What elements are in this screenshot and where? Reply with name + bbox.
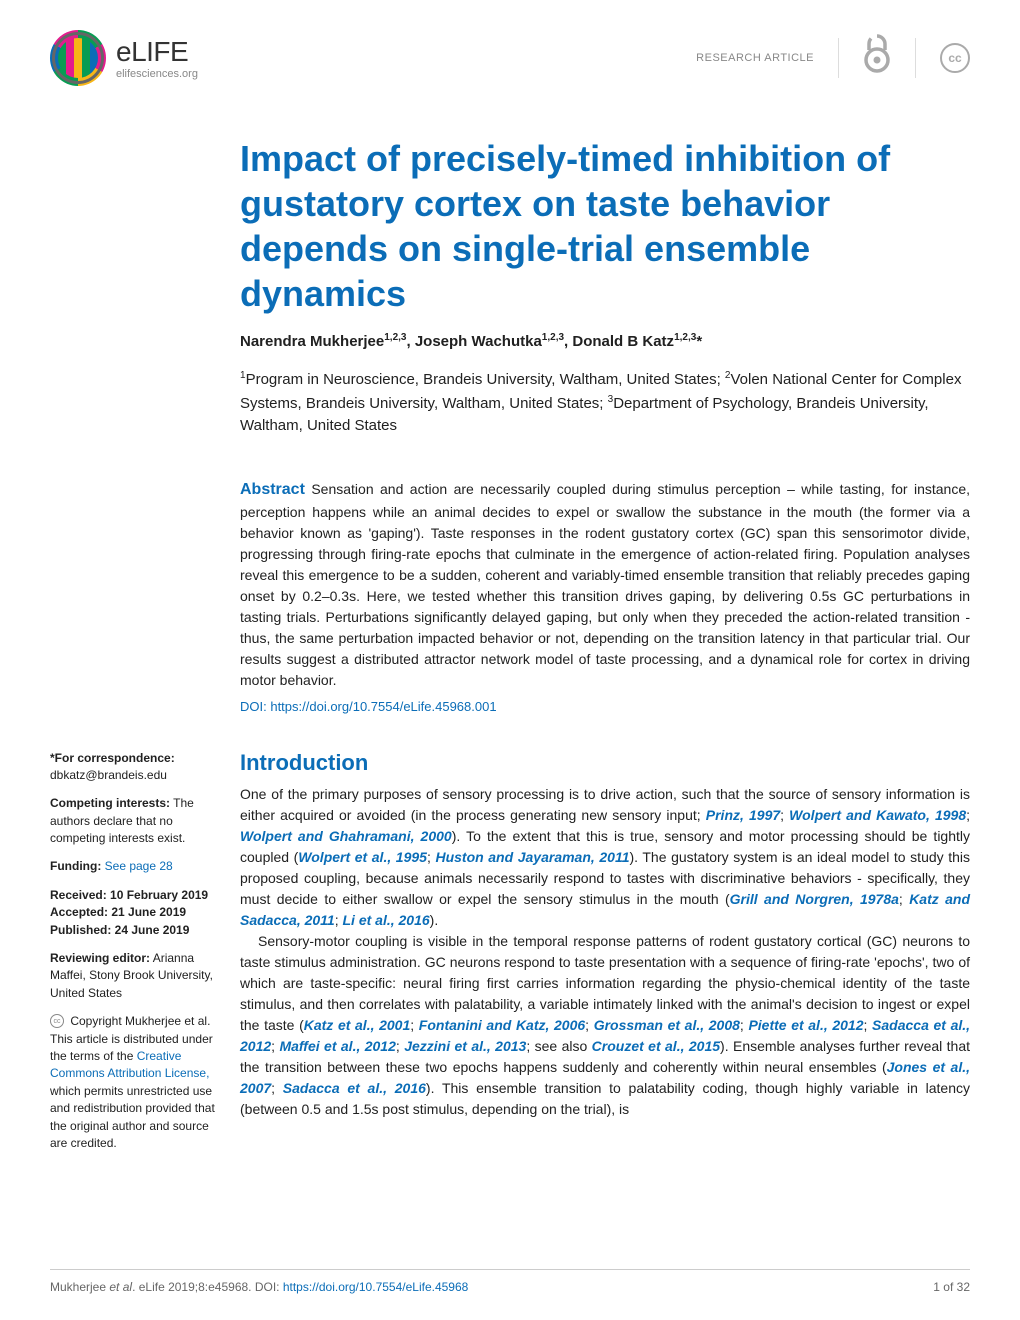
logo-title: eLIFE (116, 36, 198, 68)
copyright-text: Copyright Mukherjee et al. This article … (50, 1014, 213, 1063)
correspondence-email[interactable]: dbkatz@brandeis.edu (50, 768, 167, 782)
competing-label: Competing interests: (50, 796, 170, 810)
intro-paragraph-1: One of the primary purposes of sensory p… (240, 784, 970, 931)
competing-interests: Competing interests: The authors declare… (50, 795, 220, 847)
cc-small-icon: cc (50, 1014, 64, 1028)
affiliations: 1Program in Neuroscience, Brandeis Unive… (240, 368, 970, 438)
article-type-label: RESEARCH ARTICLE (696, 52, 814, 64)
two-column-layout: *For correspondence:dbkatz@brandeis.edu … (50, 750, 970, 1164)
abstract: Abstract Sensation and action are necess… (240, 478, 970, 691)
logo-text: eLIFE elifesciences.org (116, 36, 198, 80)
section-heading-introduction: Introduction (240, 750, 970, 776)
correspondence: *For correspondence: dbkatz@brandeis.edu (50, 750, 220, 785)
article-title: Impact of precisely-timed inhibition of … (240, 136, 970, 316)
funding-label: Funding: (50, 859, 101, 873)
open-access-icon (863, 34, 891, 83)
logo-subtitle[interactable]: elifesciences.org (116, 68, 198, 80)
footer-citation: Mukherjee et al. eLife 2019;8:e45968. DO… (50, 1280, 468, 1294)
header-right: RESEARCH ARTICLE cc (696, 34, 970, 83)
page-number: 1 of 32 (933, 1280, 970, 1294)
intro-paragraph-2: Sensory-motor coupling is visible in the… (240, 931, 970, 1120)
divider-icon (838, 38, 839, 78)
correspondence-label: *For correspondence: (50, 751, 175, 765)
elife-logo-icon (50, 30, 106, 86)
received-date: Received: 10 February 2019 (50, 888, 208, 902)
logo-block: eLIFE elifesciences.org (50, 30, 198, 86)
body-content: Introduction One of the primary purposes… (240, 750, 970, 1164)
dates: Received: 10 February 2019 Accepted: 21 … (50, 887, 220, 939)
main-content: Impact of precisely-timed inhibition of … (0, 136, 1020, 1163)
doi-link[interactable]: DOI: https://doi.org/10.7554/eLife.45968… (240, 699, 970, 714)
page-header: eLIFE elifesciences.org RESEARCH ARTICLE… (0, 0, 1020, 106)
reviewing-editor: Reviewing editor: Arianna Maffei, Stony … (50, 950, 220, 1002)
abstract-label: Abstract (240, 481, 305, 498)
sidebar-meta: *For correspondence:dbkatz@brandeis.edu … (50, 750, 220, 1164)
published-date: Published: 24 June 2019 (50, 923, 189, 937)
copyright: cc Copyright Mukherjee et al. This artic… (50, 1013, 220, 1152)
abstract-text: Sensation and action are necessarily cou… (240, 481, 970, 688)
divider-icon (915, 38, 916, 78)
author-list: Narendra Mukherjee1,2,3, Joseph Wachutka… (240, 332, 970, 350)
reviewing-label: Reviewing editor: (50, 951, 150, 965)
copyright-tail: which permits unrestricted use and redis… (50, 1084, 215, 1150)
page-footer: Mukherjee et al. eLife 2019;8:e45968. DO… (50, 1269, 970, 1294)
funding-link[interactable]: See page 28 (101, 859, 172, 873)
accepted-date: Accepted: 21 June 2019 (50, 905, 186, 919)
funding: Funding: See page 28 (50, 858, 220, 875)
cc-license-icon: cc (940, 43, 970, 73)
